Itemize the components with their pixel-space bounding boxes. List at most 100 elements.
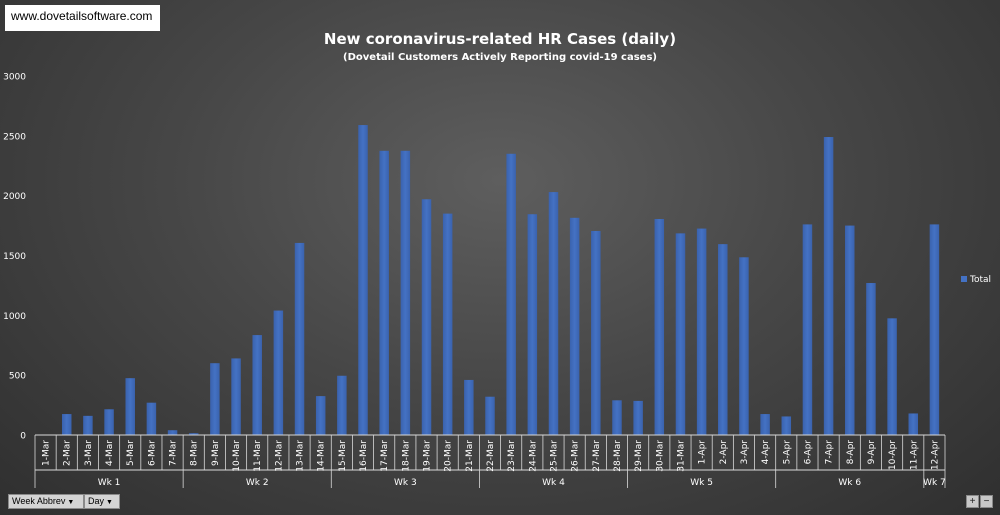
bar — [337, 375, 347, 435]
bar — [696, 228, 707, 435]
x-tick-label: 18-Mar — [401, 440, 411, 472]
bar — [739, 257, 749, 435]
x-tick-label: 3-Apr — [740, 440, 750, 465]
x-tick-label: 28-Mar — [613, 440, 623, 472]
x-tick-label: 19-Mar — [423, 440, 433, 472]
x-tick-label: 2-Apr — [719, 440, 729, 465]
y-tick-label: 500 — [9, 372, 26, 382]
bar — [548, 192, 559, 435]
x-tick-label: 4-Mar — [105, 440, 115, 466]
bar — [675, 233, 686, 435]
bar — [845, 225, 855, 435]
x-tick-label: 2-Mar — [63, 440, 73, 466]
x-tick-label: 22-Mar — [486, 440, 496, 472]
x-tick-label: 15-Mar — [338, 440, 348, 472]
group-label: Wk 1 — [98, 478, 121, 488]
x-tick-label: 31-Mar — [676, 440, 686, 472]
x-tick-label: 1-Apr — [698, 440, 708, 465]
bar — [273, 310, 284, 435]
x-tick-label: 14-Mar — [317, 440, 327, 472]
bar — [379, 150, 389, 436]
bar — [887, 318, 897, 435]
bar — [718, 244, 728, 435]
x-tick-label: 7-Mar — [169, 440, 179, 466]
bar — [633, 400, 643, 435]
x-tick-label: 9-Mar — [211, 440, 221, 466]
website-url-label: www.dovetailsoftware.com — [5, 5, 160, 31]
bar — [400, 150, 411, 436]
group-label: Wk 4 — [542, 478, 565, 488]
x-tick-label: 5-Apr — [782, 440, 792, 465]
bar — [210, 363, 220, 435]
group-label: Wk 2 — [246, 478, 269, 488]
expand-field-button[interactable]: + — [966, 495, 979, 508]
x-tick-label: 1-Mar — [42, 440, 52, 466]
x-tick-label: 23-Mar — [507, 440, 517, 472]
x-tick-label: 26-Mar — [571, 440, 581, 472]
bar — [421, 199, 432, 435]
bar — [442, 213, 453, 435]
x-tick-label: 13-Mar — [296, 440, 306, 472]
day-label: Day — [88, 496, 105, 506]
group-label: Wk 7 — [923, 478, 946, 488]
filter-dropdown-icon: ▼ — [67, 499, 75, 506]
bar — [294, 242, 305, 435]
bar — [929, 224, 940, 435]
bar — [61, 414, 72, 435]
x-tick-label: 6-Apr — [803, 440, 813, 465]
bar — [464, 379, 474, 435]
bar — [188, 433, 199, 435]
week-abbrev-filter-button[interactable]: Week Abbrev ▼ — [8, 494, 84, 509]
y-tick-label: 2500 — [3, 132, 26, 142]
bar — [654, 219, 665, 435]
y-tick-label: 0 — [20, 432, 26, 442]
x-tick-label: 5-Mar — [126, 440, 136, 466]
bar — [823, 137, 834, 435]
bar — [125, 378, 135, 435]
bar — [527, 214, 538, 435]
x-tick-label: 27-Mar — [592, 440, 602, 472]
x-axis: 1-Mar 2-Mar 3-Mar 4-Mar 5-Mar 6-Mar 7-Mar 8-Mar… — [34, 434, 946, 488]
group-label: Wk 3 — [394, 478, 417, 488]
chevron-down-icon: ▼ — [106, 499, 113, 506]
collapse-field-button[interactable]: − — [980, 495, 993, 508]
x-tick-label: 30-Mar — [655, 440, 665, 472]
bars — [61, 125, 940, 436]
x-tick-label: 7-Apr — [825, 440, 835, 465]
bar — [231, 358, 241, 435]
x-tick-label: 3-Mar — [84, 440, 94, 466]
x-tick-label: 4-Apr — [761, 440, 771, 465]
x-tick-label: 11-Mar — [253, 440, 263, 472]
bar — [802, 224, 813, 435]
bar — [760, 414, 770, 435]
bar — [781, 416, 792, 435]
x-tick-label: 9-Apr — [867, 440, 877, 465]
x-tick-label: 21-Mar — [465, 440, 475, 472]
x-tick-label: 17-Mar — [380, 440, 390, 472]
legend-swatch — [961, 276, 967, 282]
chart-subtitle: (Dovetail Customers Actively Reporting c… — [343, 52, 657, 63]
bar — [866, 283, 876, 435]
bar — [83, 415, 93, 435]
y-tick-label: 2000 — [3, 192, 26, 202]
legend: Total — [961, 275, 991, 285]
x-tick-label: 24-Mar — [528, 440, 538, 472]
bar — [252, 335, 262, 435]
x-tick-label: 29-Mar — [634, 440, 644, 472]
bar — [146, 402, 157, 435]
bar — [506, 153, 516, 435]
x-tick-label: 6-Mar — [147, 440, 157, 466]
bar — [167, 430, 178, 435]
day-filter-button[interactable]: Day ▼ — [84, 494, 120, 509]
bar — [485, 396, 495, 435]
x-tick-label: 10-Mar — [232, 440, 242, 472]
bar — [358, 125, 368, 435]
x-tick-label: 10-Apr — [888, 440, 898, 470]
x-tick-label: 20-Mar — [444, 440, 454, 472]
group-label: Wk 5 — [690, 478, 713, 488]
y-axis: 0 500 1000 1500 2000 2500 3000 — [3, 73, 26, 442]
x-tick-label: 25-Mar — [549, 440, 559, 472]
bar — [908, 413, 919, 435]
y-tick-label: 1000 — [3, 312, 26, 322]
